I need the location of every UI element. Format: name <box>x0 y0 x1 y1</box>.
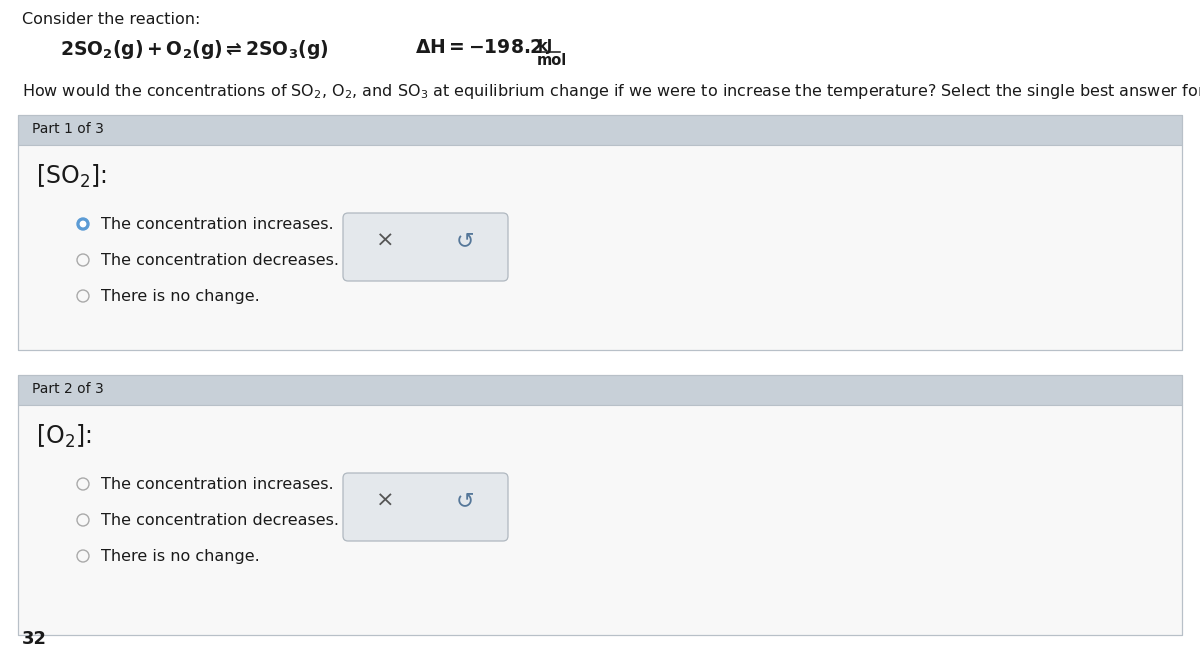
Text: 32: 32 <box>22 630 47 648</box>
Text: There is no change.: There is no change. <box>101 549 259 564</box>
Text: $\mathbf{2SO_2(g) + O_2(g) \rightleftharpoons 2SO_3(g)}$: $\mathbf{2SO_2(g) + O_2(g) \rightlefthar… <box>60 38 329 61</box>
Text: Part 1 of 3: Part 1 of 3 <box>32 122 104 136</box>
Text: How would the concentrations of $\mathregular{SO_2}$, $\mathregular{O_2}$, and $: How would the concentrations of $\mathre… <box>22 82 1200 101</box>
Text: $\left[\mathrm{SO_2}\right]$:: $\left[\mathrm{SO_2}\right]$: <box>36 163 107 190</box>
FancyBboxPatch shape <box>343 213 508 281</box>
Text: The concentration increases.: The concentration increases. <box>101 217 334 232</box>
FancyBboxPatch shape <box>18 145 1182 350</box>
Text: Consider the reaction:: Consider the reaction: <box>22 12 200 27</box>
Text: ×: × <box>376 491 395 511</box>
Circle shape <box>77 218 89 230</box>
Text: The concentration decreases.: The concentration decreases. <box>101 513 340 528</box>
FancyBboxPatch shape <box>18 375 1182 405</box>
Text: There is no change.: There is no change. <box>101 289 259 304</box>
Circle shape <box>80 221 85 226</box>
Text: $\mathbf{\Delta}$$\mathbf{H}$$\mathbf{=}$$\mathbf{-}$$\mathbf{198.2}$: $\mathbf{\Delta}$$\mathbf{H}$$\mathbf{=}… <box>415 38 542 57</box>
Text: ↺: ↺ <box>456 491 474 511</box>
FancyBboxPatch shape <box>18 115 1182 145</box>
FancyBboxPatch shape <box>18 405 1182 635</box>
Text: Part 2 of 3: Part 2 of 3 <box>32 382 103 396</box>
Text: The concentration decreases.: The concentration decreases. <box>101 253 340 268</box>
Text: ×: × <box>376 231 395 251</box>
Text: $\left[\mathrm{O_2}\right]$:: $\left[\mathrm{O_2}\right]$: <box>36 423 91 450</box>
Text: The concentration increases.: The concentration increases. <box>101 477 334 492</box>
Text: ↺: ↺ <box>456 231 474 251</box>
FancyBboxPatch shape <box>343 473 508 541</box>
Text: kJ: kJ <box>538 39 553 54</box>
Text: mol: mol <box>538 53 568 68</box>
